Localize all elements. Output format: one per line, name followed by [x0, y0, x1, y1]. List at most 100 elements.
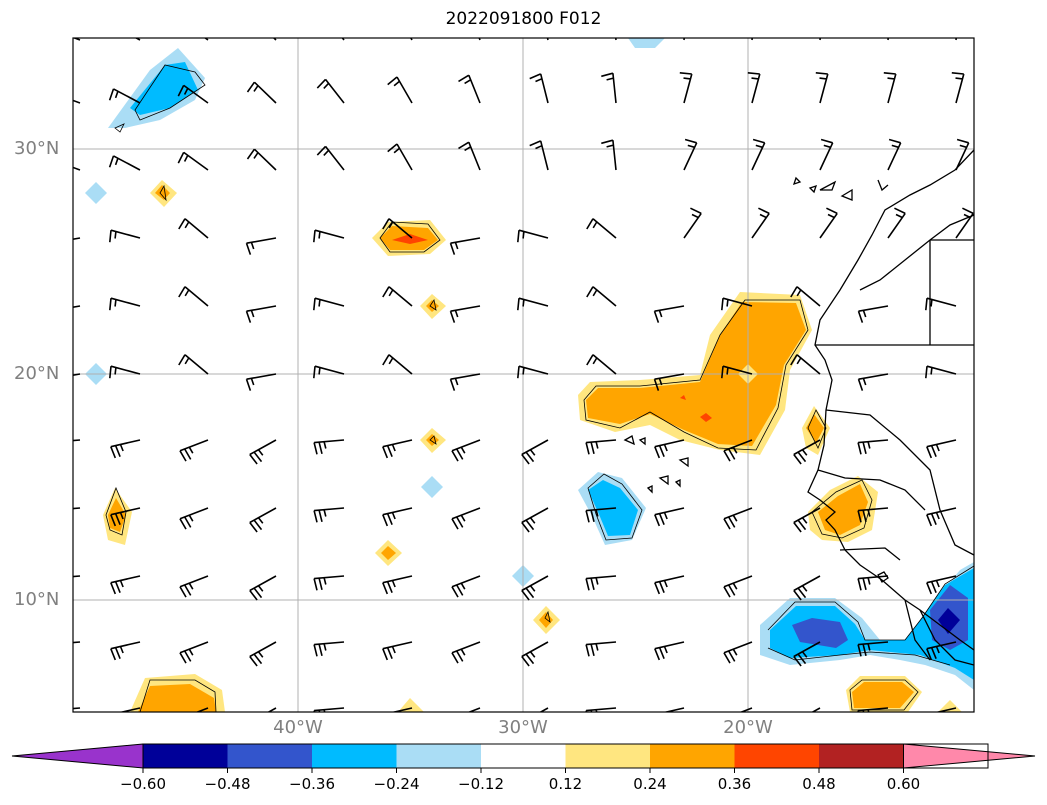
wind-barb [316, 145, 345, 171]
wind-barb [819, 138, 834, 171]
wind-barb [857, 305, 889, 323]
wind-barb [679, 72, 693, 104]
wind-barb [249, 641, 277, 667]
wind-barb [586, 354, 617, 375]
wind-barb [246, 81, 277, 104]
wind-barb [313, 507, 345, 523]
wind-barb [178, 218, 209, 239]
wind-barb [73, 305, 81, 309]
wind-barb [108, 155, 141, 171]
colorbar-cell [819, 744, 904, 768]
colorbar-tick-label: 0.12 [548, 775, 583, 793]
wind-barb [73, 507, 81, 510]
wind-barb [662, 707, 685, 712]
lat-label-10n: 10°N [14, 589, 60, 610]
wind-barb [73, 439, 81, 442]
colorbar-cell [143, 744, 228, 768]
wind-barb [529, 140, 549, 171]
wind-barb [857, 641, 889, 657]
wind-barb [546, 38, 549, 41]
wind-barb [793, 641, 821, 667]
wind-barb [382, 286, 413, 307]
wind-barb [458, 141, 481, 171]
wind-barb [521, 507, 549, 533]
wind-barb [585, 641, 617, 657]
wind-barb [249, 439, 277, 465]
colorbar-tick-label: −0.24 [373, 775, 420, 793]
wind-barb [382, 575, 413, 595]
wind-barb [857, 507, 889, 523]
wind-barb [517, 297, 549, 311]
wind-barb [449, 237, 481, 255]
wind-barb [951, 72, 965, 104]
wind-barb [529, 73, 549, 104]
wind-barb [601, 139, 617, 171]
wind-barb [857, 707, 889, 712]
wind-barb [887, 207, 906, 239]
wind-barb [585, 575, 617, 591]
wind-barb [819, 207, 838, 239]
colorbar-tick-label: −0.12 [458, 775, 504, 793]
colorbar-tick-label: 0.48 [802, 775, 836, 793]
wind-barb [313, 641, 345, 657]
wind-barb [887, 138, 902, 171]
wind-barb [109, 365, 141, 379]
wind-barb [451, 439, 481, 462]
wind-barb [601, 72, 617, 104]
wind-barb [73, 707, 81, 710]
wind-barb [926, 439, 957, 459]
wind-barb [110, 439, 141, 459]
wind-barb [387, 76, 413, 104]
colorbar-extend-low [11, 743, 144, 769]
wind-barb [517, 229, 549, 243]
wind-barb [467, 707, 481, 712]
wind-barb [887, 38, 889, 41]
wind-barb [110, 507, 141, 527]
wind-barb [857, 439, 889, 455]
wind-barb [683, 138, 698, 171]
wind-barb [73, 373, 81, 377]
wind-barb [108, 88, 141, 104]
wind-barb [177, 151, 209, 171]
wind-barb [110, 641, 141, 661]
lon-label-30w: 30°W [498, 717, 548, 738]
wind-barb [683, 38, 685, 41]
wind-barb [747, 72, 761, 104]
wind-barb [614, 38, 617, 41]
wind-barb [585, 707, 617, 712]
wind-barb [819, 38, 821, 41]
wind-barb [585, 507, 617, 523]
wind-barb [934, 707, 957, 712]
wind-barb [382, 507, 413, 527]
wind-barb [793, 575, 821, 601]
wind-barb [245, 237, 277, 255]
wind-barb [654, 641, 685, 661]
wind-barb [926, 507, 957, 527]
wind-barb [654, 439, 685, 459]
wind-barb [926, 641, 957, 661]
wind-barb [245, 305, 277, 323]
wind-barb [382, 439, 413, 459]
wind-barb [654, 575, 685, 595]
wind-barb [313, 229, 345, 243]
wind-barb [390, 707, 413, 712]
wind-barb [458, 74, 481, 104]
colorbar-cell [312, 744, 397, 768]
coastlines [623, 149, 974, 666]
wind-barb [751, 38, 753, 41]
contour-fills [85, 38, 974, 712]
wind-barb [653, 305, 685, 323]
colorbar-cell [227, 744, 313, 768]
wind-barb [73, 641, 81, 644]
colorbar-tick-label: 0.36 [717, 775, 752, 793]
wind-barb [316, 78, 345, 104]
wind-barb [721, 297, 753, 311]
wind-barb [451, 641, 481, 664]
wind-barb [449, 373, 481, 391]
colorbar-tick-label: −0.48 [204, 775, 251, 793]
plot-frame [72, 37, 975, 713]
wind-barb [179, 641, 209, 664]
wind-barb [245, 373, 277, 391]
wind-barb [521, 641, 549, 667]
